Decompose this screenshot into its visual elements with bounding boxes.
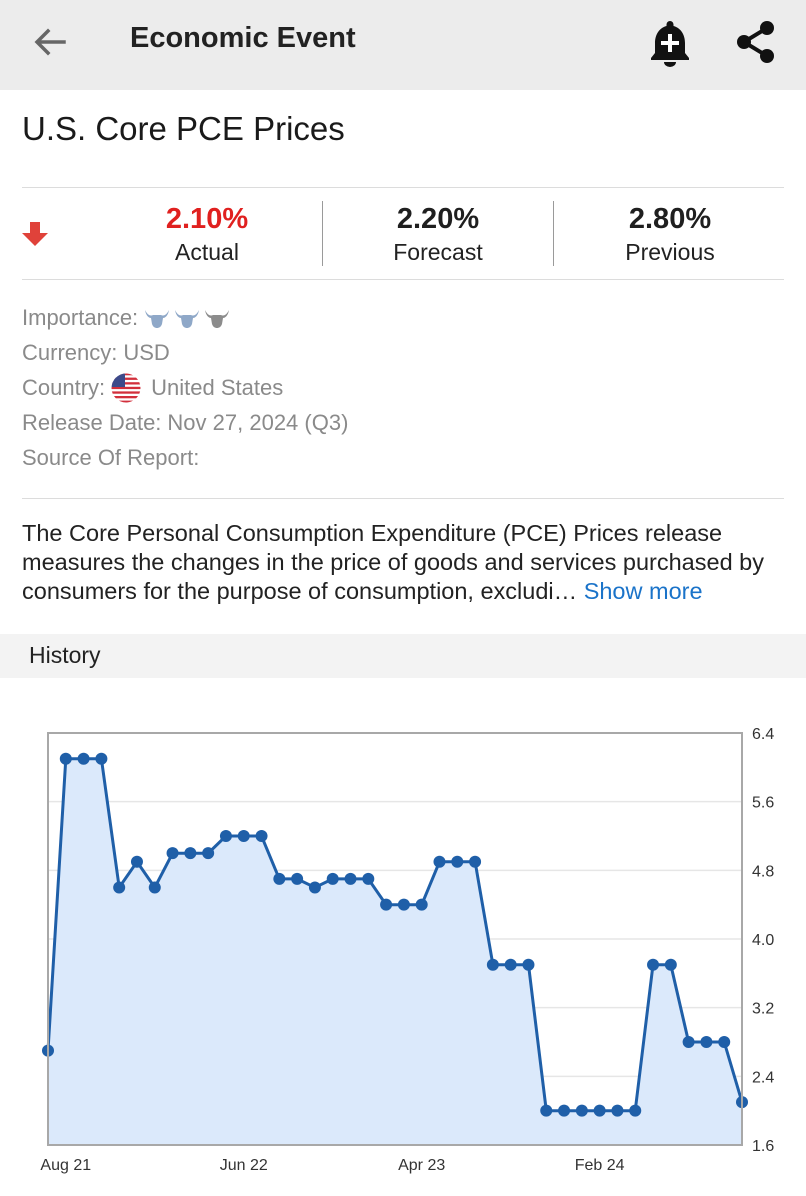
y-tick-label: 5.6	[752, 795, 774, 812]
data-point[interactable]	[59, 752, 72, 765]
share-icon[interactable]	[733, 18, 779, 66]
data-point[interactable]	[486, 958, 499, 971]
data-point[interactable]	[540, 1104, 553, 1117]
x-tick-label: Apr 23	[398, 1157, 445, 1174]
data-point[interactable]	[522, 958, 535, 971]
country-row: Country: United States	[22, 370, 348, 405]
x-tick-label: Feb 24	[575, 1157, 625, 1174]
stat-actual: 2.10% Actual	[110, 201, 304, 267]
forecast-value: 2.20%	[396, 203, 480, 235]
data-point[interactable]	[504, 958, 517, 971]
history-label: History	[29, 642, 101, 668]
y-tick-label: 2.4	[752, 1069, 774, 1086]
country-label: Country:	[22, 375, 106, 400]
y-tick-label: 1.6	[752, 1138, 774, 1155]
actual-label: Actual	[175, 239, 239, 265]
data-point[interactable]	[362, 872, 375, 885]
data-point[interactable]	[682, 1036, 695, 1048]
data-point[interactable]	[291, 872, 304, 885]
divider	[22, 498, 784, 499]
event-stats: 2.10% Actual 2.20% Forecast 2.80% Previo…	[0, 188, 806, 279]
data-point[interactable]	[344, 872, 357, 885]
show-more-link[interactable]: Show more	[583, 578, 703, 604]
x-tick-label: Jun 22	[220, 1157, 268, 1174]
release-date-row: Release Date: Nov 27, 2024 (Q3)	[22, 405, 348, 440]
data-point[interactable]	[380, 898, 393, 911]
app-bar: Economic Event	[0, 0, 806, 90]
event-title: U.S. Core PCE Prices	[22, 110, 345, 147]
data-point[interactable]	[308, 881, 321, 894]
data-point[interactable]	[184, 847, 197, 860]
currency-label: Currency:	[22, 340, 118, 365]
chart-line	[46, 757, 744, 1113]
data-point[interactable]	[113, 881, 126, 894]
country-value: United States	[151, 375, 284, 400]
data-point[interactable]	[397, 898, 410, 911]
currency-value: USD	[123, 340, 170, 365]
data-point[interactable]	[237, 830, 250, 842]
data-point[interactable]	[130, 855, 143, 868]
divider	[22, 279, 784, 280]
data-point[interactable]	[611, 1104, 624, 1117]
data-point[interactable]	[718, 1036, 731, 1048]
stat-separator	[322, 201, 323, 266]
previous-value: 2.80%	[628, 203, 712, 235]
bell-plus-icon[interactable]	[648, 17, 692, 67]
data-point[interactable]	[700, 1036, 713, 1048]
event-description: The Core Personal Consumption Expenditur…	[22, 519, 792, 606]
stat-separator	[553, 201, 554, 266]
actual-value: 2.10%	[165, 203, 249, 235]
stat-previous: 2.80% Previous	[572, 201, 768, 267]
y-tick-label: 3.2	[752, 1001, 774, 1018]
source-row: Source Of Report:	[22, 440, 348, 475]
plot-frame	[47, 732, 743, 1146]
arrow-down-icon	[22, 222, 48, 246]
currency-row: Currency: USD	[22, 335, 348, 370]
previous-label: Previous	[625, 239, 715, 265]
data-point[interactable]	[647, 958, 660, 971]
y-tick-label: 4.0	[752, 932, 774, 949]
history-section-header: History	[0, 634, 806, 678]
data-point[interactable]	[664, 958, 677, 971]
data-point[interactable]	[273, 872, 286, 885]
data-point[interactable]	[593, 1104, 606, 1117]
bull-icon	[175, 309, 200, 328]
release-date-label: Release Date:	[22, 410, 162, 435]
divider	[22, 187, 784, 188]
data-point[interactable]	[433, 855, 446, 868]
y-tick-label: 4.8	[752, 863, 774, 880]
data-point[interactable]	[77, 752, 90, 765]
forecast-label: Forecast	[393, 239, 483, 265]
stat-forecast: 2.20% Forecast	[340, 201, 536, 267]
data-point[interactable]	[575, 1104, 588, 1117]
data-point[interactable]	[95, 752, 108, 765]
importance-row: Importance:	[22, 300, 348, 335]
data-point[interactable]	[326, 872, 339, 885]
data-point[interactable]	[148, 881, 161, 894]
bull-icon	[205, 309, 230, 328]
data-point[interactable]	[469, 855, 482, 868]
history-chart[interactable]: 6.4 5.6 4.8 4.0 3.2 2.4 1.6 Aug 21 Jun 22 Apr 23…	[0, 680, 806, 1196]
importance-label: Importance:	[22, 305, 139, 330]
data-point[interactable]	[255, 830, 268, 842]
data-point[interactable]	[629, 1104, 642, 1117]
source-label: Source Of Report:	[22, 445, 200, 470]
app-bar-title: Economic Event	[130, 22, 356, 54]
arrow-left-icon[interactable]	[30, 22, 70, 62]
us-flag-icon	[111, 373, 141, 402]
data-point[interactable]	[219, 830, 232, 842]
data-point[interactable]	[166, 847, 179, 860]
y-tick-label: 6.4	[752, 726, 774, 743]
event-details: Importance: Currency: USD Country:	[22, 300, 348, 475]
data-point[interactable]	[202, 847, 215, 860]
bull-icon	[145, 309, 170, 328]
x-tick-label: Aug 21	[40, 1157, 91, 1174]
data-point[interactable]	[451, 855, 464, 868]
release-date-value: Nov 27, 2024 (Q3)	[167, 410, 349, 435]
data-point[interactable]	[415, 898, 428, 911]
data-point[interactable]	[558, 1104, 571, 1117]
description-text: The Core Personal Consumption Expenditur…	[22, 520, 764, 604]
chart-area	[48, 758, 742, 1145]
